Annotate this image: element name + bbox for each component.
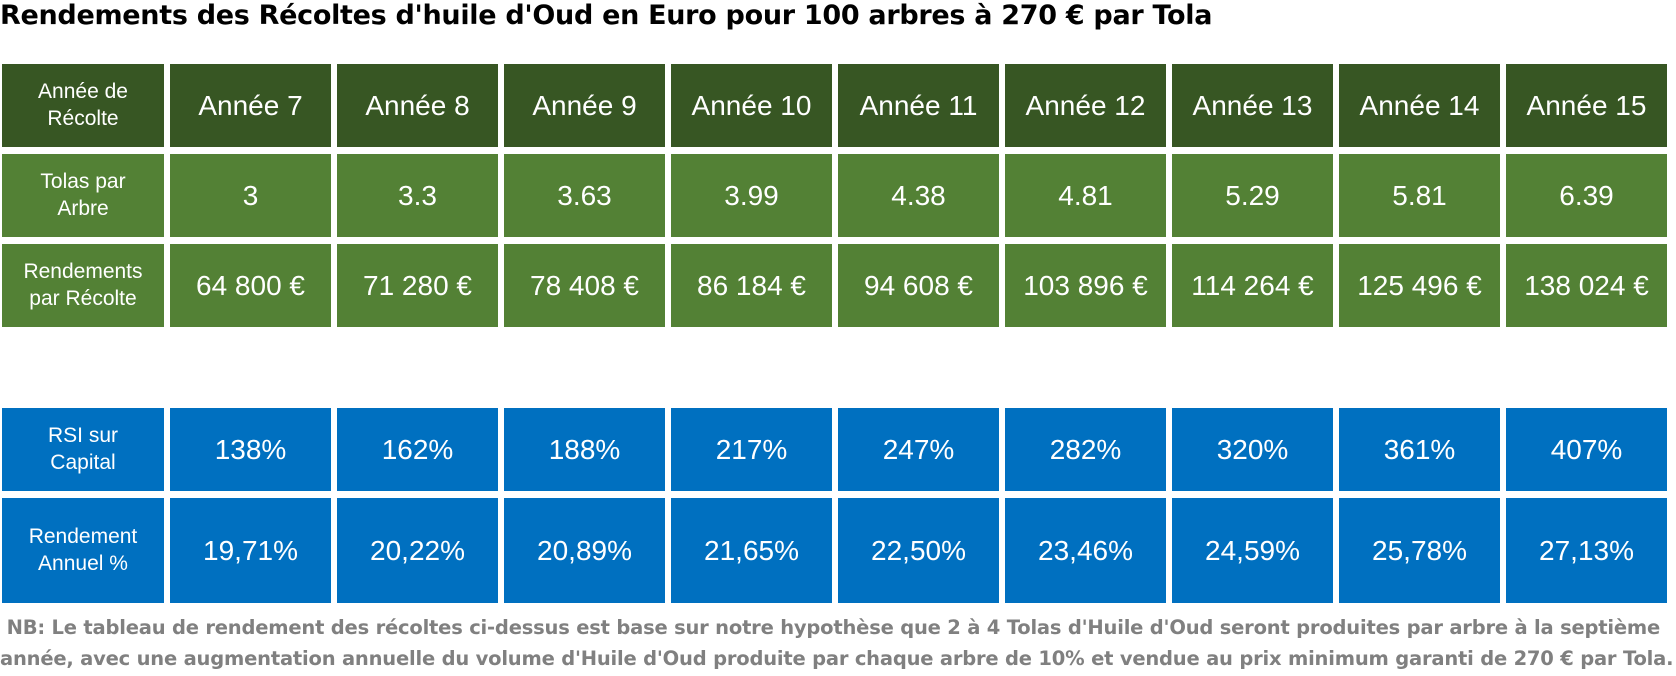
year-cell: Année 11 — [838, 64, 999, 147]
row-label-annee: Année de Récolte — [2, 64, 164, 147]
tolas-cell: 3.3 — [337, 154, 498, 237]
row-label-tolas: Tolas par Arbre — [2, 154, 164, 237]
rendement-annuel-cell: 24,59% — [1172, 498, 1333, 603]
rendement-cell: 94 608 € — [838, 244, 999, 327]
page-title: Rendements des Récoltes d'huile d'Oud en… — [0, 0, 1213, 31]
footnote-line-2: année, avec une augmentation annuelle du… — [0, 647, 1674, 670]
footnote-line-1: NB: Le tableau de rendement des récoltes… — [0, 616, 1661, 639]
harvest-table: Année de Récolte Année 7 Année 8 Année 9… — [2, 64, 1667, 327]
tolas-cell: 3.63 — [504, 154, 665, 237]
row-label-rsi: RSI sur Capital — [2, 408, 164, 491]
tolas-cell: 5.29 — [1172, 154, 1333, 237]
footnote: NB: Le tableau de rendement des récoltes… — [0, 612, 1676, 674]
year-cell: Année 13 — [1172, 64, 1333, 147]
rsi-cell: 138% — [170, 408, 331, 491]
roi-table: RSI sur Capital 138% 162% 188% 217% 247%… — [2, 408, 1667, 603]
rendement-cell: 71 280 € — [337, 244, 498, 327]
year-cell: Année 8 — [337, 64, 498, 147]
rendement-annuel-cell: 27,13% — [1506, 498, 1667, 603]
rendement-cell: 103 896 € — [1005, 244, 1166, 327]
rsi-cell: 162% — [337, 408, 498, 491]
year-cell: Année 14 — [1339, 64, 1500, 147]
rendement-cell: 125 496 € — [1339, 244, 1500, 327]
rsi-cell: 217% — [671, 408, 832, 491]
tolas-cell: 3.99 — [671, 154, 832, 237]
tolas-cell: 6.39 — [1506, 154, 1667, 237]
year-cell: Année 15 — [1506, 64, 1667, 147]
rsi-cell: 188% — [504, 408, 665, 491]
rendement-annuel-cell: 23,46% — [1005, 498, 1166, 603]
tolas-cell: 4.81 — [1005, 154, 1166, 237]
tolas-cell: 5.81 — [1339, 154, 1500, 237]
rsi-cell: 361% — [1339, 408, 1500, 491]
rendement-annuel-cell: 22,50% — [838, 498, 999, 603]
row-label-rendement-annuel: Rendement Annuel % — [2, 498, 164, 603]
rsi-cell: 407% — [1506, 408, 1667, 491]
year-cell: Année 10 — [671, 64, 832, 147]
rsi-cell: 247% — [838, 408, 999, 491]
rendement-cell: 114 264 € — [1172, 244, 1333, 327]
year-cell: Année 9 — [504, 64, 665, 147]
rendement-cell: 64 800 € — [170, 244, 331, 327]
rendement-annuel-cell: 20,89% — [504, 498, 665, 603]
rendement-cell: 138 024 € — [1506, 244, 1667, 327]
rsi-cell: 282% — [1005, 408, 1166, 491]
row-label-rendements: Rendements par Récolte — [2, 244, 164, 327]
tolas-cell: 3 — [170, 154, 331, 237]
rendement-annuel-cell: 20,22% — [337, 498, 498, 603]
rendement-annuel-cell: 21,65% — [671, 498, 832, 603]
rendement-cell: 78 408 € — [504, 244, 665, 327]
rendement-annuel-cell: 25,78% — [1339, 498, 1500, 603]
year-cell: Année 12 — [1005, 64, 1166, 147]
tolas-cell: 4.38 — [838, 154, 999, 237]
year-cell: Année 7 — [170, 64, 331, 147]
rendement-annuel-cell: 19,71% — [170, 498, 331, 603]
rsi-cell: 320% — [1172, 408, 1333, 491]
rendement-cell: 86 184 € — [671, 244, 832, 327]
